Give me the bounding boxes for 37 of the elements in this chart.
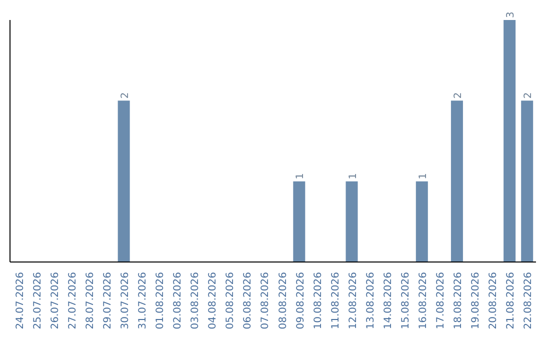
x-tick-label: 12.08.2026 [348, 272, 359, 330]
x-tick-label: 18.08.2026 [453, 272, 464, 330]
data-label: 2 [452, 92, 464, 99]
x-tick-label: 13.08.2026 [365, 272, 376, 330]
x-tick-label: 04.08.2026 [208, 272, 219, 330]
x-tick-label: 10.08.2026 [312, 272, 324, 330]
x-tick-label: 16.08.2026 [418, 272, 430, 330]
data-label: 2 [120, 92, 131, 99]
x-tick-label: 02.08.2026 [172, 272, 184, 330]
x-tick-label: 07.08.2026 [260, 272, 272, 330]
x-tick-label: 28.07.2026 [84, 272, 96, 330]
x-tick-label: 24.07.2026 [14, 272, 26, 330]
x-tick-label: 14.08.2026 [382, 272, 394, 330]
x-tick-label: 05.08.2026 [225, 272, 236, 330]
x-tick-label: 19.08.2026 [470, 272, 482, 330]
data-label: 2 [523, 92, 534, 99]
x-tick-label: 09.08.2026 [295, 272, 306, 330]
x-tick-label: 03.08.2026 [190, 272, 202, 330]
x-tick-label: 06.08.2026 [242, 272, 254, 330]
x-tick-label: 25.07.2026 [32, 272, 44, 330]
x-tick-label: 31.07.2026 [138, 272, 148, 330]
x-tick-label: 22.08.2026 [523, 272, 534, 330]
x-tick-label: 27.07.2026 [67, 272, 78, 330]
x-tick-label: 30.07.2026 [120, 272, 131, 330]
data-label: 1 [418, 172, 429, 180]
data-label: 1 [348, 172, 359, 180]
data-label: 3 [506, 12, 517, 18]
x-tick-label: 01.08.2026 [155, 272, 166, 330]
x-tick-label: 08.08.2026 [278, 272, 289, 330]
x-tick-label: 26.07.2026 [50, 272, 61, 330]
x-tick-label: 15.08.2026 [400, 272, 412, 330]
x-tick-label: 21.08.2026 [506, 272, 517, 330]
x-tick-label: 29.07.2026 [102, 272, 114, 330]
x-tick-label: 20.08.2026 [488, 272, 500, 330]
x-tick-label: 17.08.2026 [436, 272, 447, 330]
x-tick-label: 11.08.2026 [330, 272, 342, 330]
data-label: 1 [295, 172, 306, 180]
